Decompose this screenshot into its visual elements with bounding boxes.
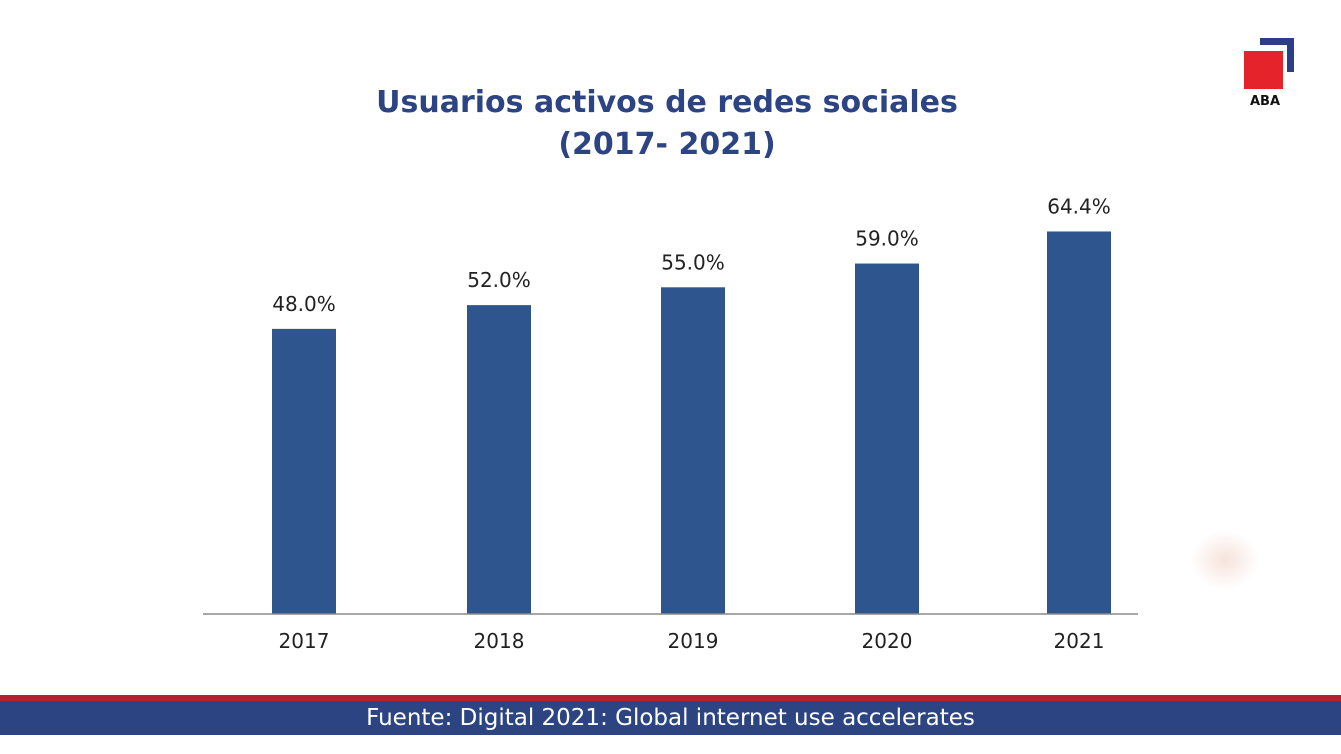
- bar-2019: [661, 287, 725, 614]
- chart-title: Usuarios activos de redes sociales (2017…: [0, 82, 1334, 166]
- bar-2020: [855, 263, 919, 614]
- x-tick-label: 2019: [668, 629, 719, 653]
- data-label: 59.0%: [855, 227, 919, 251]
- title-line-2: (2017- 2021): [558, 127, 776, 162]
- bar-2021: [1047, 231, 1111, 615]
- footer-source: Fuente: Digital 2021: Global internet us…: [0, 701, 1341, 735]
- x-tick-label: 2017: [279, 629, 330, 653]
- x-tick-label: 2021: [1054, 629, 1105, 653]
- bar-2017: [272, 328, 336, 614]
- x-tick-label: 2018: [474, 629, 525, 653]
- data-label: 48.0%: [272, 292, 336, 316]
- data-label: 64.4%: [1047, 194, 1111, 218]
- title-line-1: Usuarios activos de redes sociales: [376, 85, 958, 120]
- footer-red-band: [0, 695, 1341, 701]
- bar-2018: [467, 305, 531, 614]
- bar-chart: 48.0% 2017 52.0% 2018 55.0% 2019 59.0% 2020 64.4…: [203, 194, 1138, 653]
- logo-text: ABA: [1249, 94, 1281, 109]
- data-label: 52.0%: [467, 268, 531, 292]
- data-label: 55.0%: [661, 250, 725, 274]
- decorative-glow: [1190, 530, 1260, 590]
- x-tick-label: 2020: [862, 629, 913, 653]
- aba-logo: ABA: [1240, 36, 1304, 112]
